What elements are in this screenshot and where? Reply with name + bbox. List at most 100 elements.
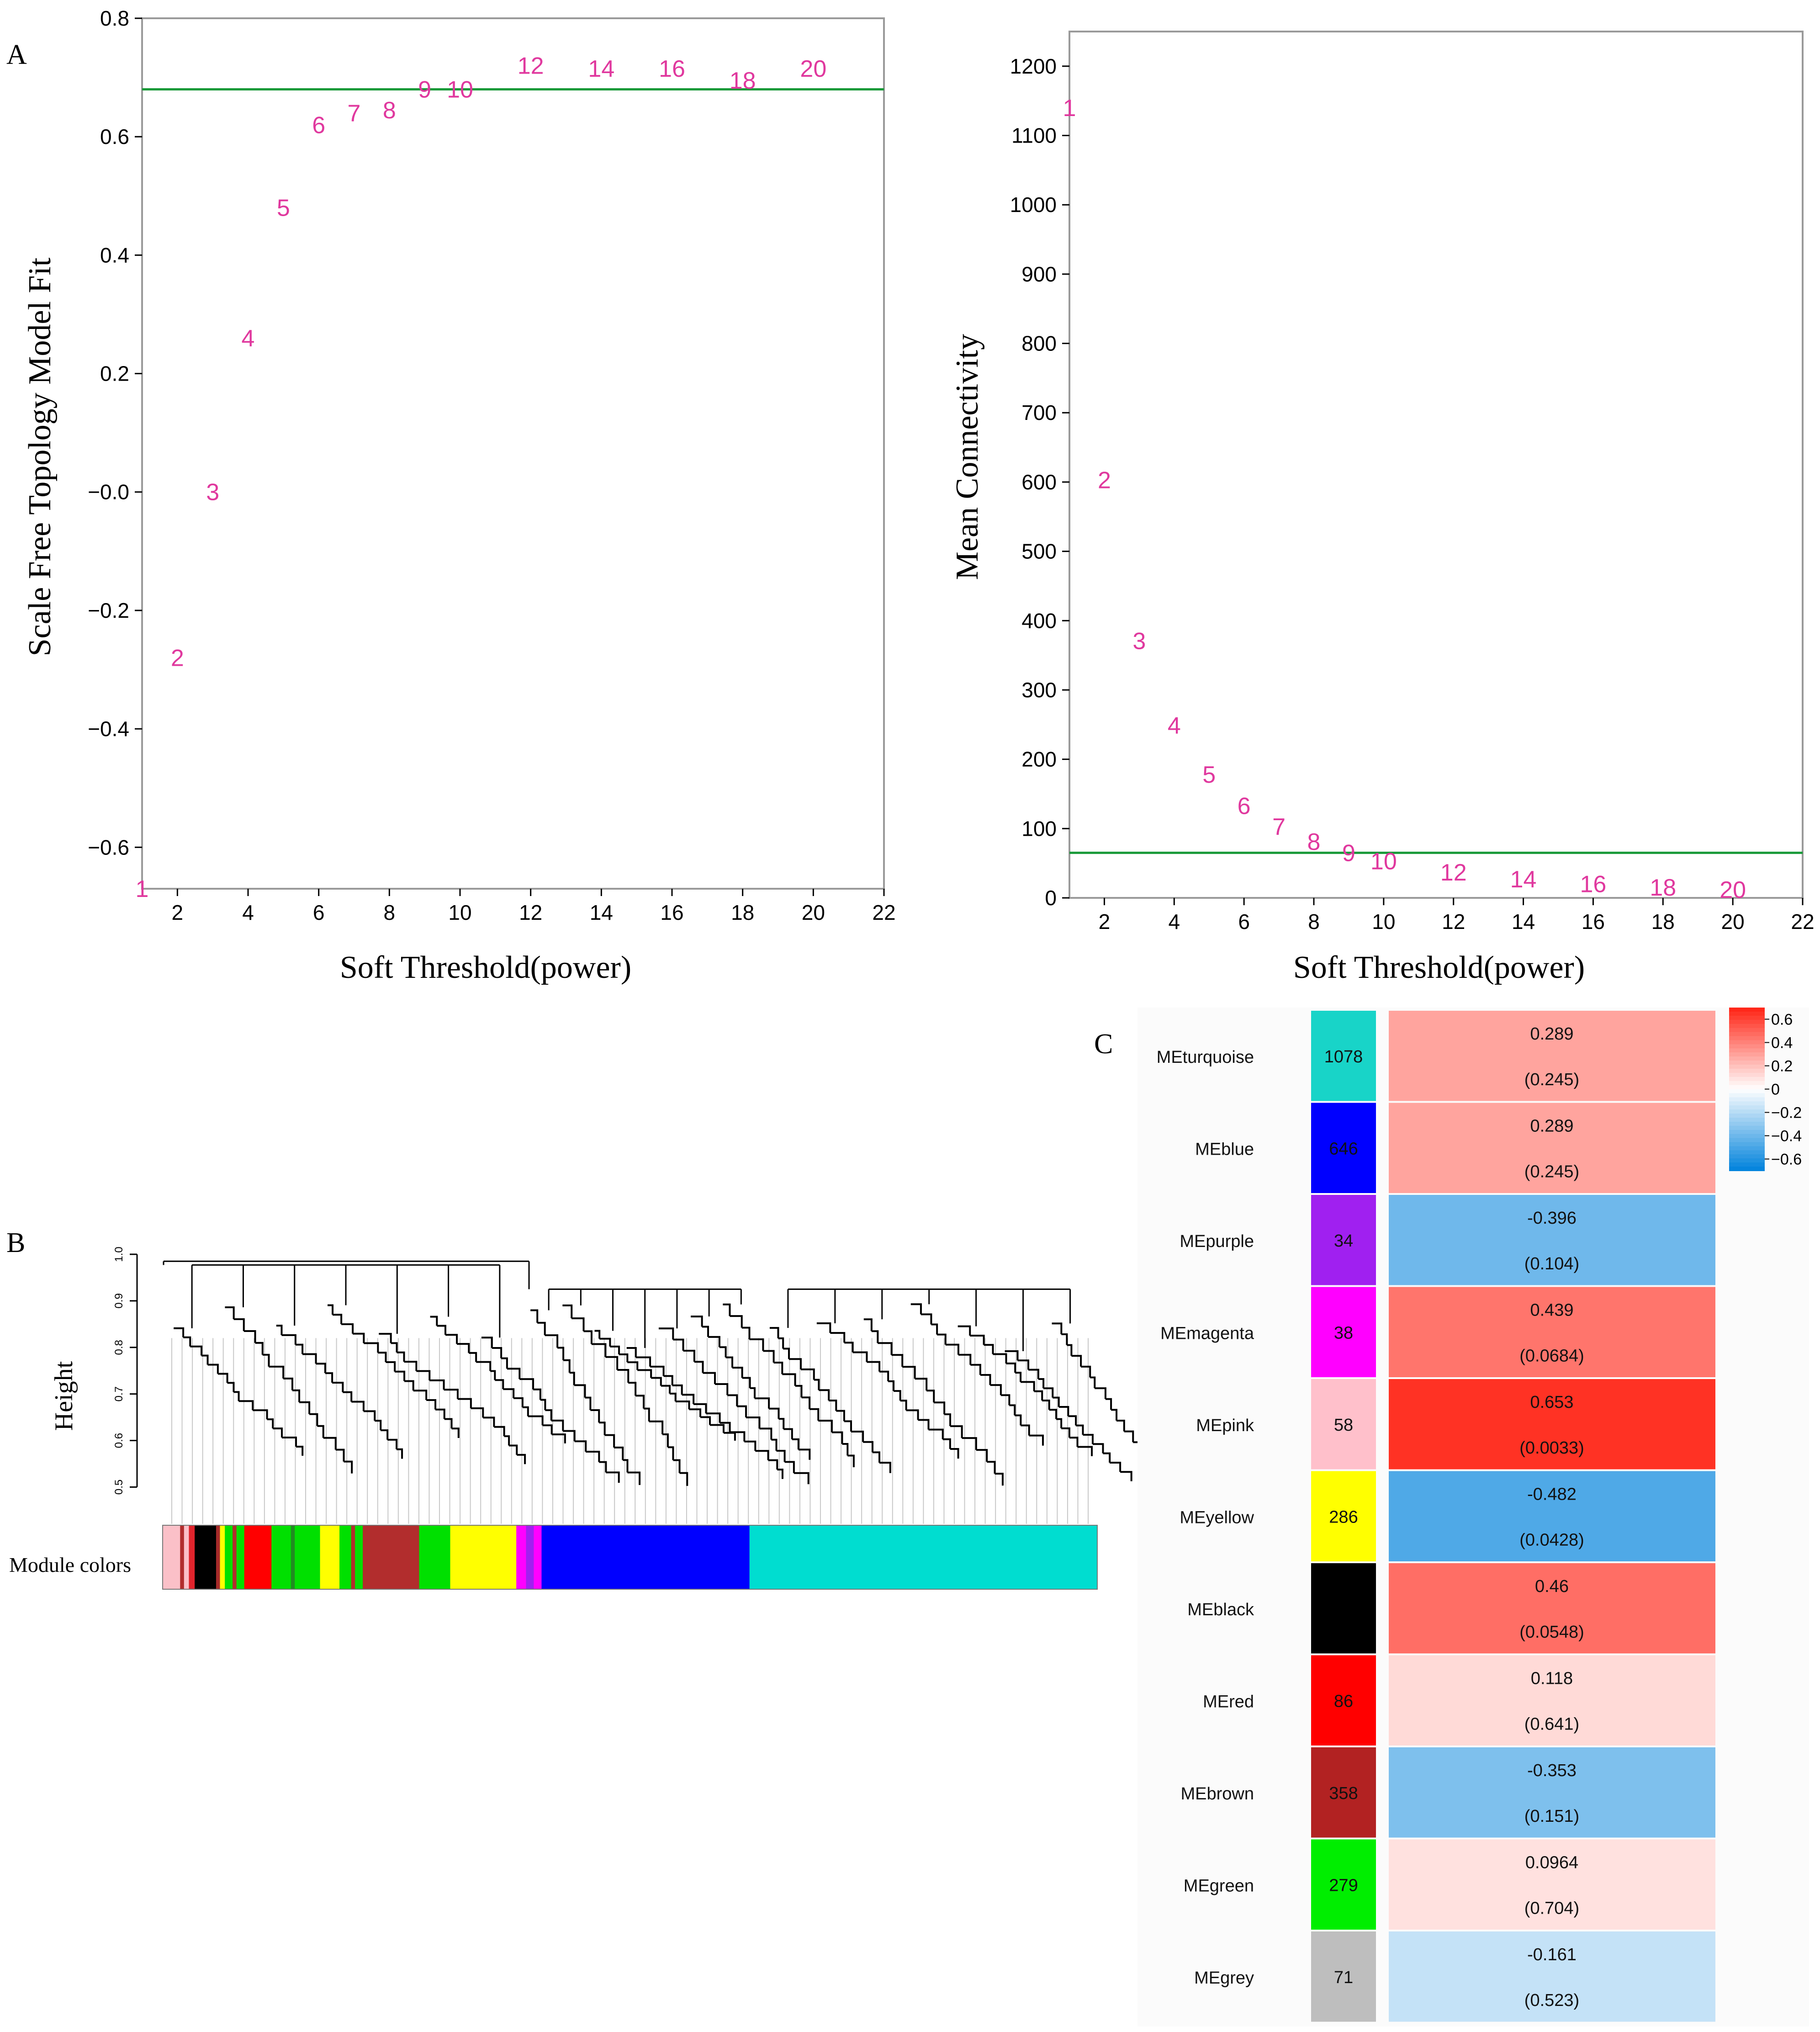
- sub-branch: [863, 1318, 873, 1332]
- sub-branch: [723, 1303, 731, 1316]
- scale-step: [1729, 1008, 1765, 1012]
- sub-branch: [469, 1352, 477, 1362]
- sub-branch: [851, 1431, 864, 1442]
- sub-branch: [673, 1338, 684, 1351]
- gene-count: 646: [1329, 1139, 1358, 1158]
- sub-branch: [1009, 1404, 1016, 1416]
- sub-branch: [217, 1373, 228, 1383]
- point-label: 2: [171, 645, 184, 672]
- sub-branch: [944, 1413, 952, 1427]
- scale-step: [1729, 1036, 1765, 1041]
- sub-branch: [540, 1399, 546, 1411]
- sub-branch: [682, 1394, 695, 1404]
- sub-branch: [492, 1347, 503, 1358]
- sub-branch: [814, 1379, 820, 1390]
- sub-branch: [542, 1424, 553, 1435]
- module-name: MEmagenta: [1160, 1324, 1254, 1343]
- plot-frame: [1069, 31, 1804, 899]
- x-tick-label: 4: [1168, 910, 1180, 934]
- sub-branch: [742, 1377, 751, 1388]
- sub-branch: [299, 1401, 311, 1414]
- sub-branch: [732, 1367, 743, 1378]
- p-value: (0.151): [1524, 1807, 1579, 1826]
- point-label: 16: [1580, 871, 1607, 898]
- sub-branch: [606, 1471, 620, 1483]
- x-tick-label: 14: [1512, 910, 1535, 934]
- dendrogram-tree: [163, 1260, 1173, 1486]
- module-swatch: [1311, 1655, 1376, 1746]
- sub-branch: [364, 1342, 379, 1353]
- sub-branch: [430, 1316, 438, 1326]
- scale-step: [1729, 1162, 1765, 1167]
- module-color-segment: [236, 1525, 245, 1589]
- sub-branch: [649, 1420, 664, 1435]
- sub-branch: [604, 1434, 615, 1448]
- sub-branch: [426, 1399, 437, 1410]
- point-label: 9: [418, 77, 431, 103]
- module-name: MEgrey: [1194, 1968, 1254, 1988]
- sub-branch: [233, 1318, 245, 1331]
- sub-branch: [662, 1433, 669, 1448]
- point-label: 5: [1202, 762, 1216, 788]
- scale-step: [1729, 1101, 1765, 1106]
- scale-step: [1729, 1114, 1765, 1118]
- sub-branch: [730, 1315, 743, 1328]
- sub-branch: [651, 1377, 662, 1386]
- sub-branch: [387, 1438, 398, 1449]
- sub-branch: [605, 1356, 619, 1370]
- sub-branch: [1105, 1398, 1112, 1410]
- sub-branch: [1061, 1333, 1068, 1345]
- sub-branch: [273, 1427, 283, 1438]
- module-color-segment: [244, 1525, 272, 1589]
- sub-branch: [563, 1430, 576, 1442]
- y-tick-label: 0.6: [113, 1433, 125, 1448]
- scale-step: [1729, 1121, 1765, 1126]
- scale-step: [1729, 1032, 1765, 1037]
- sub-branch: [1005, 1350, 1019, 1361]
- sub-branch: [958, 1325, 971, 1336]
- sub-branch: [847, 1454, 855, 1467]
- sub-branch: [233, 1391, 240, 1401]
- sub-branch: [1058, 1406, 1069, 1417]
- module-color-segment: [534, 1525, 542, 1589]
- sub-branch: [1021, 1424, 1030, 1436]
- plot-frame: [141, 17, 885, 890]
- sub-branch: [317, 1425, 324, 1438]
- y-tick-label: 0.6: [100, 125, 129, 149]
- sub-branch: [174, 1327, 185, 1337]
- point-label: 1: [1063, 95, 1076, 122]
- module-swatch: [1311, 1287, 1376, 1377]
- sub-branch: [942, 1438, 951, 1449]
- sub-branch: [614, 1446, 624, 1460]
- sub-branch: [778, 1337, 784, 1349]
- x-tick-label: 14: [590, 901, 613, 924]
- sub-branch: [778, 1418, 785, 1429]
- sub-branch: [413, 1390, 428, 1400]
- y-tick-label: 100: [1021, 817, 1057, 840]
- sub-branch: [741, 1326, 751, 1340]
- sub-branch: [435, 1408, 445, 1419]
- sub-branch: [1083, 1433, 1094, 1444]
- module-color-segment: [220, 1525, 225, 1589]
- p-value: (0.523): [1524, 1991, 1579, 2010]
- sub-branch: [238, 1400, 254, 1411]
- sub-branch: [863, 1441, 873, 1453]
- module-color-segment: [271, 1525, 291, 1589]
- gene-count: 34: [1334, 1231, 1353, 1251]
- sub-branch: [591, 1343, 607, 1357]
- correlation-value: 0.46: [1535, 1577, 1569, 1596]
- panel-b-dendrogram: B Height 0.5 0.6 0.7 0.8 0.9 1.0 Module color…: [6, 1227, 1173, 1590]
- sub-branch: [737, 1405, 747, 1418]
- sub-branch: [363, 1410, 376, 1421]
- heatmap-cell: [1389, 1839, 1715, 1930]
- sub-branch: [708, 1336, 720, 1348]
- sub-branch: [335, 1448, 345, 1462]
- gene-count: 358: [1329, 1784, 1358, 1803]
- sub-branch: [504, 1435, 510, 1446]
- y-tick-label: −0.0: [88, 480, 129, 504]
- sub-branch: [915, 1378, 928, 1391]
- sub-branch: [1061, 1427, 1070, 1438]
- module-color-segment: [526, 1525, 534, 1589]
- module-name: MEblue: [1195, 1140, 1254, 1159]
